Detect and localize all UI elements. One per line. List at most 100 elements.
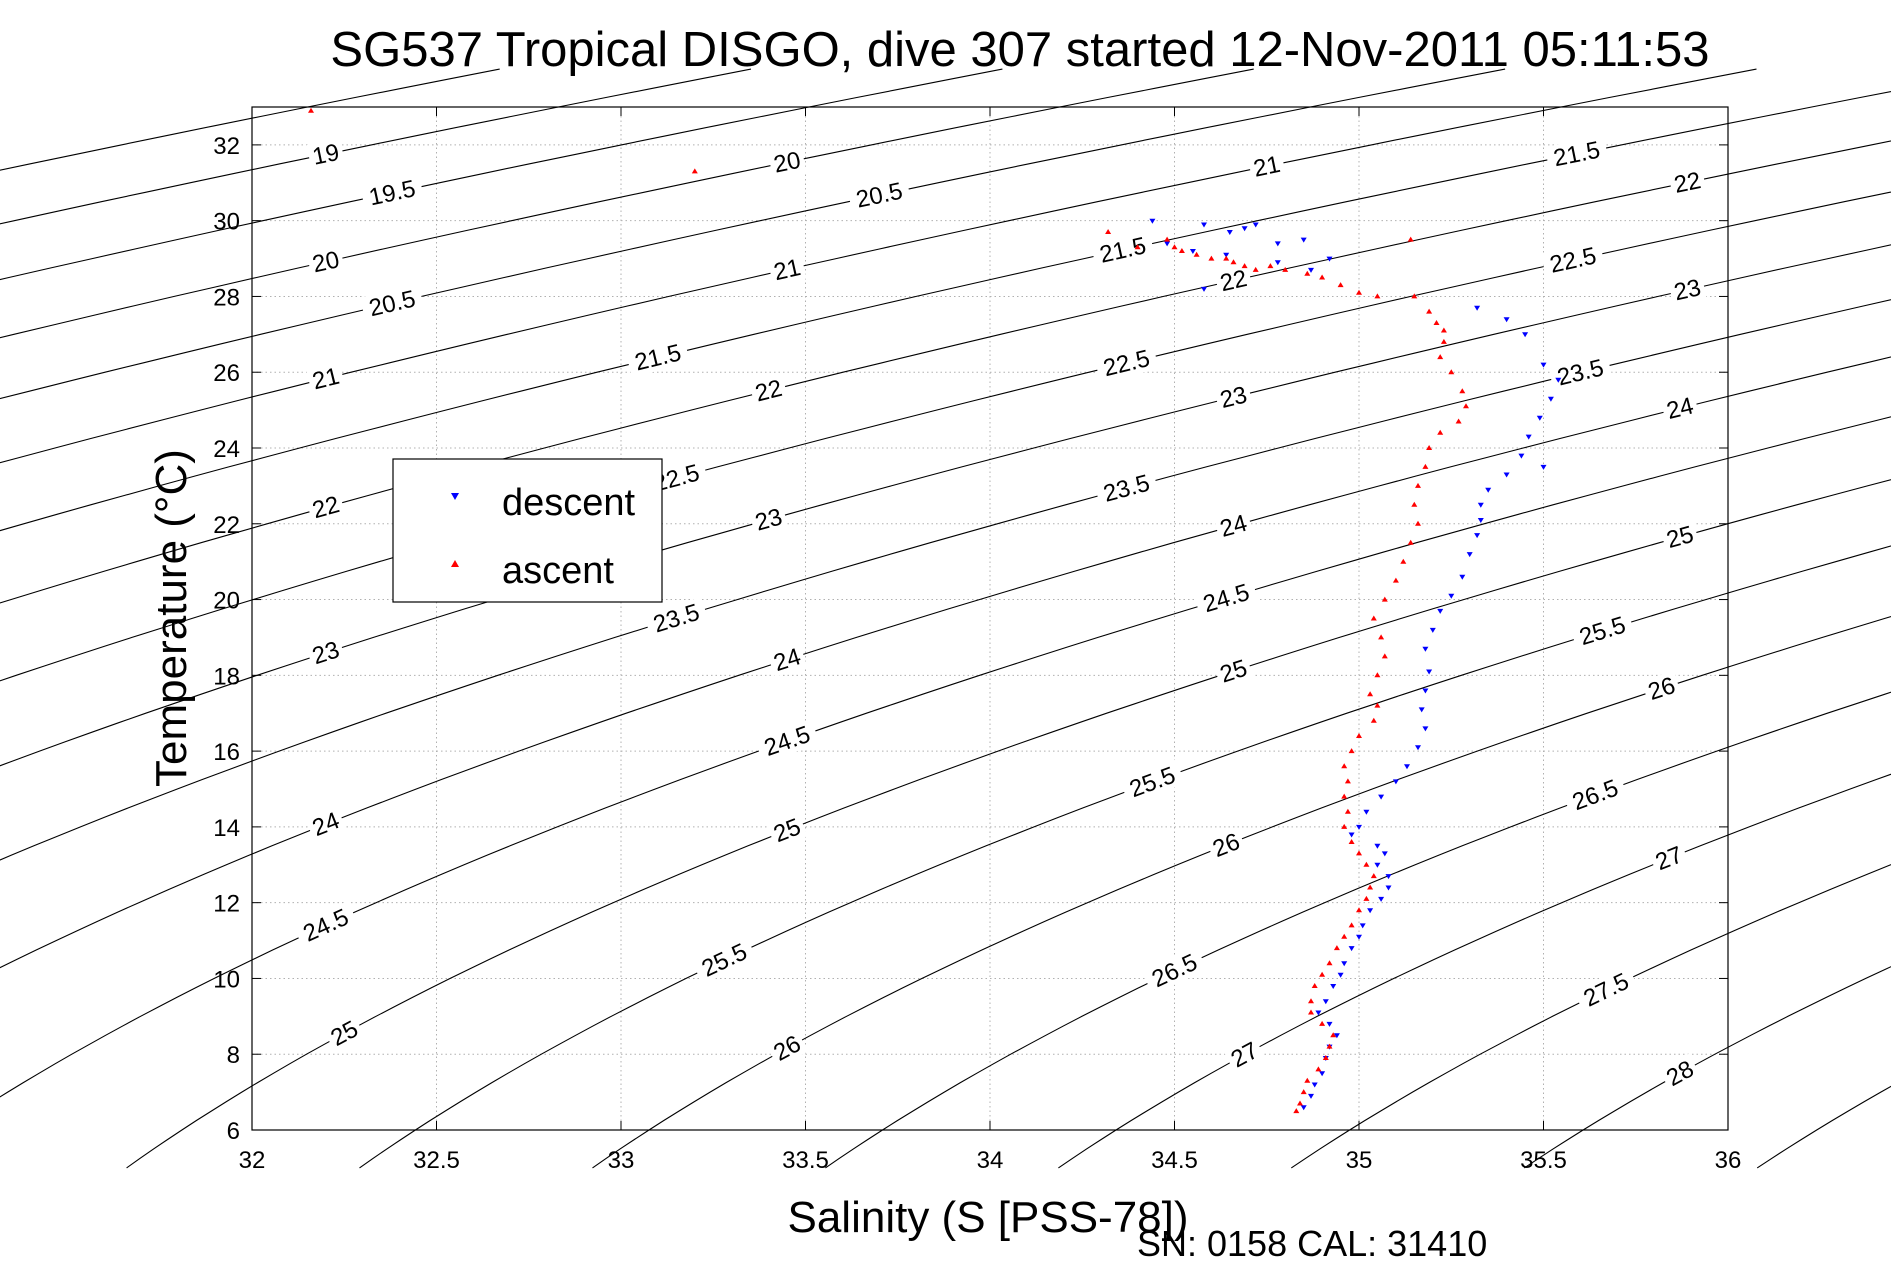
ascent-series <box>308 107 1469 1114</box>
descent-point <box>1378 794 1385 800</box>
y-tick-label: 10 <box>213 966 240 993</box>
legend: descent ascent <box>392 458 663 603</box>
ascent-point <box>1455 418 1462 424</box>
serial-cal-footnote: SN: 0158 CAL: 31410 <box>1137 1223 1487 1262</box>
isopycnal-line <box>0 68 1506 400</box>
ascent-point <box>1344 778 1351 784</box>
ascent-point <box>1241 263 1248 269</box>
descent-point <box>1426 669 1433 675</box>
y-tick-label: 20 <box>213 588 240 615</box>
descent-point <box>1536 415 1543 421</box>
y-tick-label: 32 <box>213 133 240 160</box>
descent-point <box>1392 779 1399 785</box>
isopycnal-label-text: 23 <box>1217 381 1249 414</box>
isopycnal-label-text: 20 <box>310 246 342 278</box>
descent-point <box>1326 1021 1333 1027</box>
isopycnal-label: 22 <box>1214 264 1253 298</box>
descent-point <box>1274 260 1281 266</box>
ascent-point <box>1400 558 1407 564</box>
legend-descent-label: descent <box>502 482 636 524</box>
descent-point <box>1385 885 1392 891</box>
isopycnal-label-gap <box>754 718 820 764</box>
ascent-point <box>1348 922 1355 928</box>
ascent-point <box>1164 236 1171 242</box>
ascent-point <box>1426 445 1433 450</box>
isopycnal-label-gap <box>1213 380 1254 414</box>
ascent-point <box>1411 501 1418 507</box>
isopycnal-label-text: 21 <box>310 363 342 396</box>
ascent-point <box>1293 1108 1300 1114</box>
ascent-point <box>1282 266 1289 272</box>
descent-point <box>1547 396 1554 402</box>
isopycnal-label-gap <box>1213 508 1254 543</box>
ascent-point <box>1381 596 1388 602</box>
ascent-point <box>1319 274 1326 280</box>
ascent-point <box>1437 429 1444 435</box>
x-tick-label: 34.5 <box>1151 1147 1198 1174</box>
isopycnal-label-text: 21 <box>771 254 803 286</box>
isopycnal-label-gap <box>1648 839 1690 877</box>
ascent-point <box>1415 482 1421 488</box>
y-tick-label: 18 <box>213 663 240 690</box>
ascent-point <box>1448 369 1455 375</box>
ascent-point <box>1315 1066 1322 1072</box>
descent-point <box>1308 1093 1314 1099</box>
isopycnal-label-text: 22 <box>1218 265 1250 297</box>
ascent-point <box>1370 615 1377 621</box>
isopycnal-label-gap <box>1570 609 1635 653</box>
y-tick-label: 24 <box>213 436 240 463</box>
descent-point <box>1337 972 1344 978</box>
ascent-point <box>1367 691 1374 697</box>
isopycnal-label-gap <box>1641 670 1682 707</box>
isopycnal-label: 23 <box>1213 380 1254 414</box>
isopycnal-label-gap <box>360 173 425 212</box>
isopycnal-label: 22 <box>1668 166 1707 199</box>
isopycnal-label-gap <box>767 146 807 179</box>
ascent-point <box>1356 850 1362 856</box>
isopycnal-label: 20 <box>767 146 807 179</box>
ascent-point <box>1459 388 1466 394</box>
isopycnal-label-gap <box>1573 965 1639 1015</box>
ascent-point <box>1463 403 1469 409</box>
descent-point <box>1437 608 1444 614</box>
isopycnal-label-gap <box>1214 264 1253 298</box>
isopycnal-label-gap <box>1205 826 1247 864</box>
isopycnal-line <box>126 479 1891 1169</box>
isopycnal-line <box>0 140 1891 604</box>
chart-title: SG537 Tropical DISGO, dive 307 started 1… <box>330 23 1709 77</box>
descent-point <box>1326 256 1333 262</box>
isopycnal-label-gap <box>1548 352 1613 393</box>
isopycnal-label: 22 <box>748 373 789 408</box>
ascent-point <box>1341 793 1348 799</box>
y-tick-label: 14 <box>213 815 240 842</box>
descent-point <box>1555 377 1562 383</box>
ascent-point <box>1223 255 1230 261</box>
ascent-point <box>1422 463 1429 469</box>
isopycnal-label-gap <box>766 642 808 678</box>
descent-point <box>1422 726 1429 732</box>
y-tick-label: 8 <box>227 1042 240 1069</box>
descent-point <box>1367 908 1374 914</box>
ascent-point <box>1367 884 1374 890</box>
descent-point <box>1300 237 1307 243</box>
ascent-point <box>1341 763 1348 769</box>
x-tick-label: 33 <box>608 1147 635 1174</box>
descent-point <box>1189 249 1196 254</box>
isopycnal-label-gap <box>748 373 789 408</box>
descent-point <box>1477 518 1484 523</box>
isopycnal-label-gap <box>1668 166 1707 199</box>
ascent-point <box>1308 1009 1314 1015</box>
isopycnal-label-gap <box>306 138 346 171</box>
descent-point <box>1149 218 1156 224</box>
y-tick-label: 22 <box>213 512 240 539</box>
descent-point <box>1348 832 1355 838</box>
descent-point <box>1308 267 1314 273</box>
isopycnal-label-gap <box>1667 273 1707 307</box>
ascent-point <box>1322 1055 1329 1060</box>
isopycnal-label-gap <box>1247 150 1287 183</box>
isopycnal-label-text: 22 <box>1672 167 1704 199</box>
grid-lines <box>252 107 1728 1130</box>
isopycnal-label-gap <box>1540 240 1606 280</box>
isopycnal-label-gap <box>847 176 912 215</box>
isopycnal-label-gap <box>691 935 757 985</box>
